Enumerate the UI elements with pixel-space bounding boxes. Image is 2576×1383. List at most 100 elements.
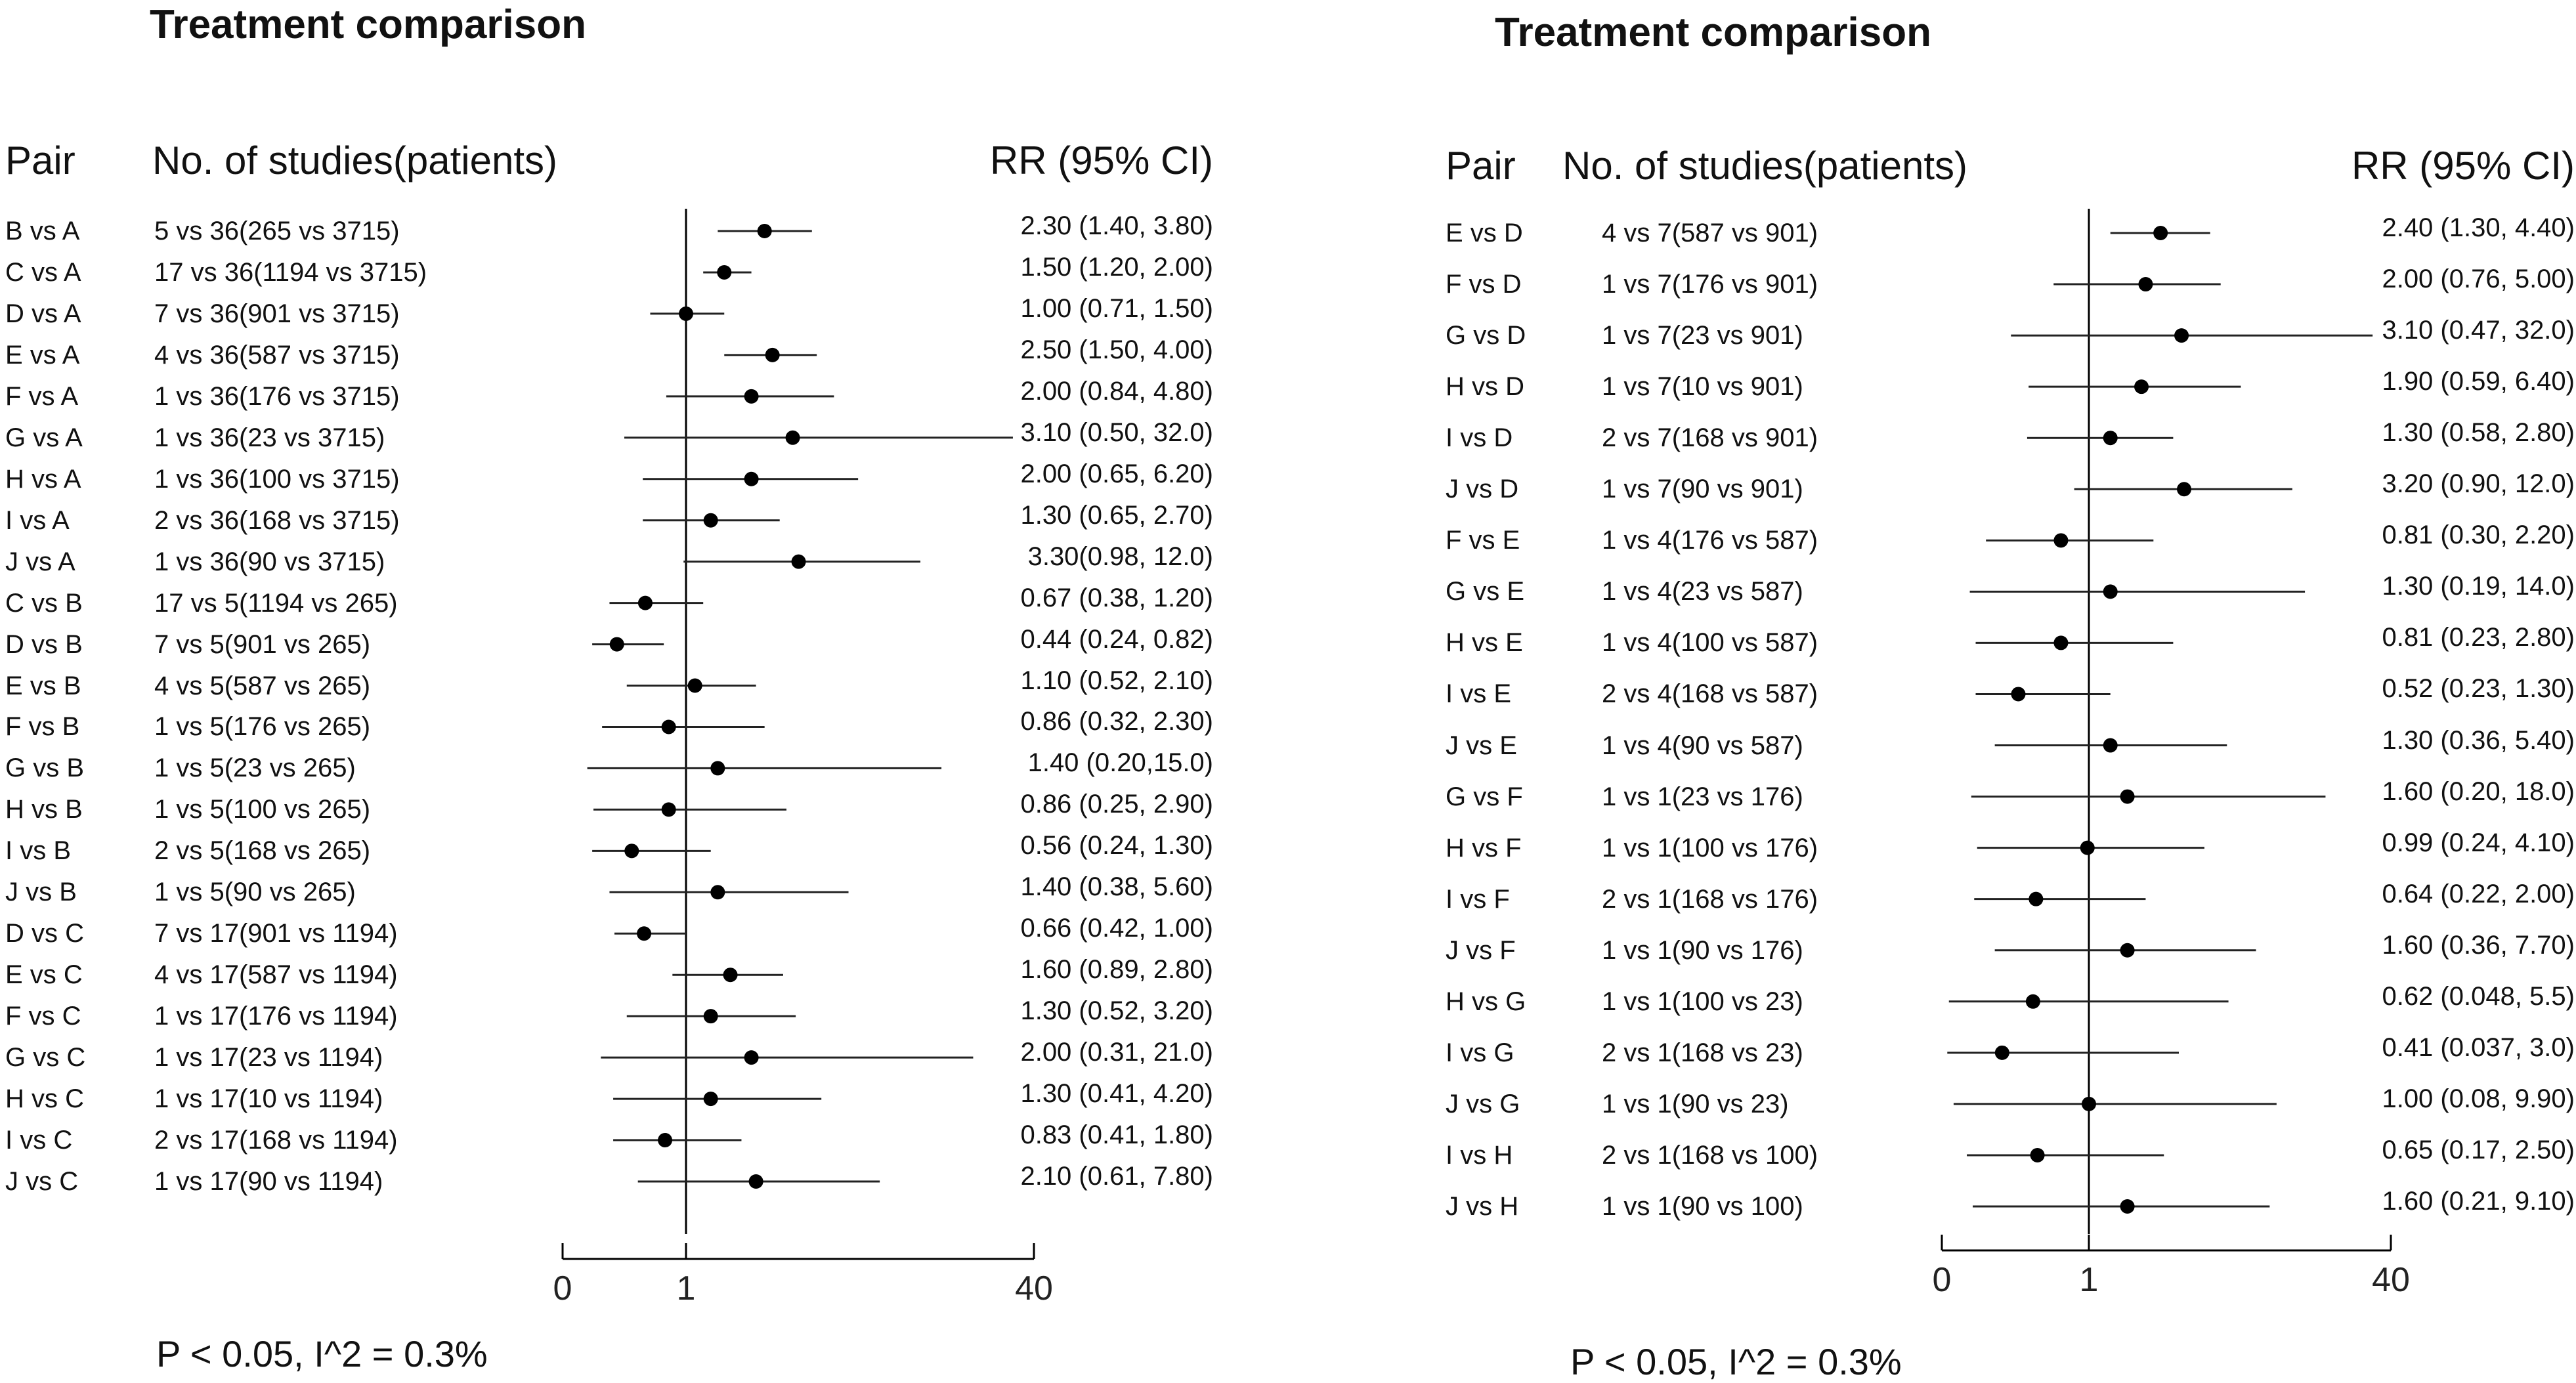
row-rr-label: 0.86 (0.32, 2.30) xyxy=(1020,707,1213,736)
row-pair-label: D vs C xyxy=(5,919,84,948)
row-studies-label: 1 vs 7(176 vs 901) xyxy=(1602,270,1818,299)
row-rr-label: 1.30 (0.19, 14.0) xyxy=(2382,572,2575,601)
row-rr-label: 3.20 (0.90, 12.0) xyxy=(2382,469,2575,499)
row-rr-label: 1.90 (0.59, 6.40) xyxy=(2382,367,2575,396)
row-studies-label: 1 vs 1(100 vs 176) xyxy=(1602,833,1818,862)
row-pair-label: I vs B xyxy=(5,836,72,866)
row-rr-label: 1.60 (0.20, 18.0) xyxy=(2382,777,2575,806)
rr-point xyxy=(2120,943,2135,958)
row-studies-label: 2 vs 7(168 vs 901) xyxy=(1602,423,1818,453)
row-rr-label: 2.00 (0.84, 4.80) xyxy=(1020,376,1213,406)
row-studies-label: 2 vs 17(168 vs 1194) xyxy=(154,1126,398,1155)
row-pair-label: J vs E xyxy=(1446,731,1517,760)
row-rr-label: 0.65 (0.17, 2.50) xyxy=(2382,1135,2575,1164)
rr-point xyxy=(2103,738,2118,753)
rr-point xyxy=(624,843,639,859)
rr-point xyxy=(2120,1199,2135,1214)
row-studies-label: 4 vs 17(587 vs 1194) xyxy=(154,960,398,990)
row-pair-label: D vs B xyxy=(5,629,83,659)
row-pair-label: I vs E xyxy=(1446,679,1512,709)
row-pair-label: G vs D xyxy=(1446,321,1526,351)
x-tick-label: 1 xyxy=(677,1269,696,1308)
rr-point xyxy=(744,389,759,404)
row-pair-label: I vs D xyxy=(1446,423,1513,453)
row-rr-label: 0.66 (0.42, 1.00) xyxy=(1020,914,1213,943)
row-pair-label: H vs E xyxy=(1446,628,1523,658)
x-tick-label: 0 xyxy=(1933,1261,1952,1299)
row-studies-label: 2 vs 1(168 vs 176) xyxy=(1602,884,1818,914)
row-studies-label: 1 vs 1(90 vs 100) xyxy=(1602,1192,1803,1221)
row-rr-label: 3.30(0.98, 12.0) xyxy=(1027,542,1213,571)
row-rr-label: 0.52 (0.23, 1.30) xyxy=(2382,674,2575,704)
rr-point xyxy=(2030,1147,2045,1162)
rr-point xyxy=(2174,328,2189,343)
row-rr-label: 0.83 (0.41, 1.80) xyxy=(1020,1120,1213,1150)
chart-title: Treatment comparison xyxy=(1495,10,1931,55)
rr-point xyxy=(637,926,652,941)
rr-point xyxy=(2053,635,2069,650)
rr-point xyxy=(710,885,725,900)
rr-point xyxy=(791,554,806,569)
row-rr-label: 0.99 (0.24, 4.10) xyxy=(2382,828,2575,857)
row-pair-label: I vs A xyxy=(5,505,70,535)
rr-point xyxy=(703,1009,718,1024)
chart-title: Treatment comparison xyxy=(150,2,586,47)
row-pair-label: E vs D xyxy=(1446,219,1523,247)
rr-point xyxy=(2138,277,2153,292)
row-rr-label: 2.40 (1.30, 4.40) xyxy=(2382,213,2575,242)
rr-point xyxy=(2025,994,2040,1009)
rr-point xyxy=(609,637,624,652)
row-rr-label: 2.10 (0.61, 7.80) xyxy=(1020,1162,1213,1191)
row-rr-label: 2.00 (0.65, 6.20) xyxy=(1020,459,1213,488)
row-pair-label: F vs B xyxy=(5,712,80,742)
rr-point xyxy=(661,719,676,734)
row-studies-label: 1 vs 7(10 vs 901) xyxy=(1602,372,1803,402)
row-studies-label: 1 vs 5(176 vs 265) xyxy=(154,712,371,742)
row-pair-label: I vs F xyxy=(1446,884,1510,914)
row-rr-label: 1.30 (0.65, 2.70) xyxy=(1020,500,1213,530)
forest-plot-right: Treatment comparison Pair No. of studies(p… xyxy=(1288,0,2576,1383)
rr-point xyxy=(637,595,653,610)
x-tick-label: 0 xyxy=(553,1269,572,1308)
row-studies-label: 7 vs 5(901 vs 265) xyxy=(154,629,371,659)
row-studies-label: 1 vs 1(100 vs 23) xyxy=(1602,987,1803,1016)
row-studies-label: 2 vs 1(168 vs 100) xyxy=(1602,1140,1818,1170)
row-rr-label: 2.00 (0.76, 5.00) xyxy=(2382,265,2575,294)
row-studies-label: 1 vs 1(23 vs 176) xyxy=(1602,782,1803,811)
row-rr-label: 1.50 (1.20, 2.00) xyxy=(1020,252,1213,282)
row-rr-label: 0.81 (0.30, 2.20) xyxy=(2382,521,2575,550)
row-pair-label: F vs C xyxy=(5,1002,81,1031)
row-rr-label: 2.00 (0.31, 21.0) xyxy=(1020,1038,1213,1067)
row-studies-label: 1 vs 36(90 vs 3715) xyxy=(154,547,385,576)
row-pair-label: H vs B xyxy=(5,795,83,824)
row-studies-label: 1 vs 36(176 vs 3715) xyxy=(154,381,400,411)
rr-point xyxy=(765,347,780,362)
row-pair-label: J vs F xyxy=(1446,935,1516,965)
rr-point xyxy=(2153,226,2168,240)
row-studies-label: 2 vs 5(168 vs 265) xyxy=(154,836,371,866)
row-rr-label: 0.86 (0.25, 2.90) xyxy=(1020,790,1213,819)
rr-point xyxy=(679,306,693,321)
row-studies-label: 2 vs 1(168 vs 23) xyxy=(1602,1038,1803,1067)
row-pair-label: I vs H xyxy=(1446,1140,1513,1170)
row-studies-label: 7 vs 36(901 vs 3715) xyxy=(154,299,400,328)
row-pair-label: J vs C xyxy=(5,1167,79,1196)
row-pair-label: J vs H xyxy=(1446,1192,1519,1221)
rr-point xyxy=(717,265,732,280)
row-rr-label: 1.60 (0.21, 9.10) xyxy=(2382,1187,2575,1216)
row-studies-label: 1 vs 7(90 vs 901) xyxy=(1602,475,1803,504)
rr-point xyxy=(2103,584,2118,599)
row-studies-label: 1 vs 17(176 vs 1194) xyxy=(154,1002,398,1031)
rr-point xyxy=(744,1050,759,1065)
row-pair-label: F vs A xyxy=(5,381,79,411)
row-rr-label: 1.10 (0.52, 2.10) xyxy=(1020,666,1213,695)
rr-point xyxy=(748,1174,763,1189)
row-pair-label: F vs D xyxy=(1446,270,1522,299)
rr-point xyxy=(744,471,759,486)
row-studies-label: 7 vs 17(901 vs 1194) xyxy=(154,919,398,948)
row-studies-label: 1 vs 17(23 vs 1194) xyxy=(154,1043,383,1073)
row-rr-label: 0.81 (0.23, 2.80) xyxy=(2382,623,2575,652)
rr-point xyxy=(2103,431,2118,446)
header-studies: No. of studies(patients) xyxy=(152,138,557,182)
row-pair-label: E vs A xyxy=(5,340,80,370)
